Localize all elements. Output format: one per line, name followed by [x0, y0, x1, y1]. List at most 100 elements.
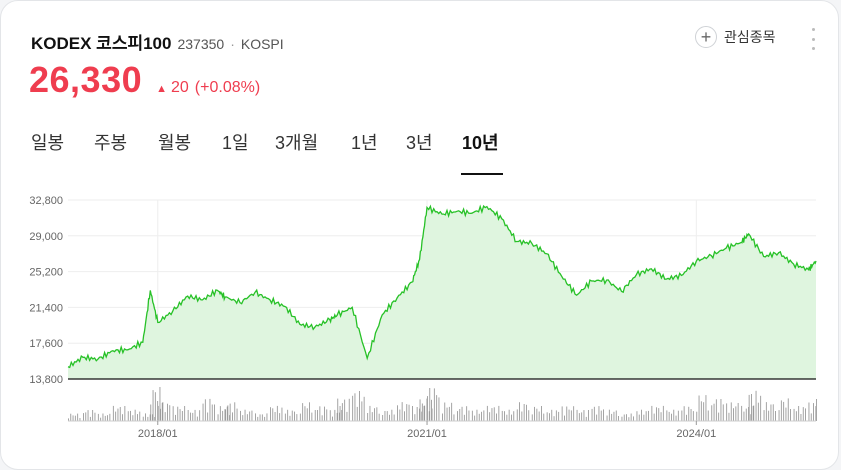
volume-bar — [356, 406, 358, 421]
stock-name[interactable]: KODEX 코스피100 — [31, 34, 172, 53]
volume-bar — [656, 407, 657, 421]
more-options-button[interactable] — [807, 28, 819, 50]
volume-bar — [461, 406, 463, 421]
more-vertical-icon — [811, 28, 815, 31]
volume-bar — [703, 402, 705, 421]
volume-bar — [743, 411, 745, 421]
volume-bar — [414, 414, 416, 421]
volume-bar — [798, 406, 800, 421]
volume-bar — [336, 412, 338, 421]
volume-bar — [150, 404, 152, 421]
volume-bar — [775, 411, 776, 421]
volume-bar — [603, 409, 604, 421]
volume-bar — [444, 402, 446, 421]
tab-3m[interactable]: 3개월 — [275, 133, 319, 153]
volume-bar — [154, 392, 156, 421]
volume-bar — [763, 410, 765, 421]
volume-bar — [705, 395, 707, 421]
volume-bar — [707, 410, 709, 421]
volume-bar — [130, 410, 131, 421]
volume-bar — [299, 413, 301, 421]
volume-bar — [279, 413, 281, 421]
volume-bar — [219, 406, 221, 421]
volume-bar — [199, 410, 201, 421]
volume-bar — [167, 403, 168, 421]
price-change: 20 — [171, 79, 189, 96]
volume-bar — [304, 406, 306, 421]
volume-bar — [242, 415, 244, 421]
volume-bar — [363, 396, 365, 421]
volume-bar — [107, 415, 108, 421]
add-watchlist-button[interactable]: + 관심종목 — [695, 26, 776, 48]
volume-bar — [102, 413, 104, 421]
tab-daily[interactable]: 일봉 — [31, 133, 65, 153]
volume-bar — [229, 403, 231, 421]
volume-bar — [196, 416, 198, 421]
volume-bar — [139, 411, 141, 421]
volume-bar — [711, 405, 713, 421]
tab-10y[interactable]: 10년 — [462, 133, 499, 153]
volume-bar — [608, 409, 610, 421]
volume-bar — [374, 408, 375, 421]
volume-bar — [741, 405, 743, 421]
volume-bar — [653, 413, 655, 421]
volume-bar — [780, 400, 782, 421]
volume-bar — [359, 391, 360, 421]
price-chart[interactable]: 32,800 29,000 25,200 21,400 17,600 13,800 2018… — [1, 181, 840, 451]
volume-bar — [621, 416, 623, 421]
volume-bar — [261, 414, 263, 421]
volume-bar — [70, 413, 72, 421]
volume-bar — [164, 412, 166, 421]
volume-bar — [568, 409, 570, 421]
volume-bar — [501, 410, 503, 421]
x-tick-label: 2021/01 — [407, 428, 447, 440]
volume-bar — [541, 406, 542, 421]
tab-monthly[interactable]: 월봉 — [158, 133, 192, 153]
volume-bar — [688, 406, 690, 421]
volume-bar — [192, 412, 194, 421]
volume-bar — [281, 407, 283, 421]
volume-bar — [207, 412, 209, 421]
tab-1y[interactable]: 1년 — [351, 133, 378, 153]
volume-bar — [581, 412, 583, 421]
volume-bar — [598, 406, 600, 421]
volume-bar — [255, 413, 256, 421]
volume-bar — [122, 414, 123, 421]
volume-bar — [79, 418, 81, 421]
volume-bar — [638, 414, 640, 421]
volume-bar — [378, 413, 380, 421]
volume-bar — [534, 406, 535, 421]
volume-bar — [526, 404, 527, 421]
volume-bar — [266, 413, 268, 421]
tab-weekly[interactable]: 주봉 — [94, 133, 128, 153]
volume-bar — [229, 415, 230, 421]
volume-bar — [157, 401, 159, 421]
volume-bar — [555, 410, 557, 421]
volume-bar — [226, 406, 228, 421]
volume-bar — [504, 411, 505, 421]
volume-bar — [737, 403, 739, 421]
tab-3y[interactable]: 3년 — [406, 133, 433, 153]
volume-bar — [249, 411, 251, 421]
y-tick-label: 25,200 — [29, 267, 63, 279]
volume-bar — [157, 405, 159, 421]
volume-bar — [302, 403, 304, 421]
volume-bar — [683, 406, 685, 421]
volume-bar — [142, 416, 144, 421]
volume-bar — [391, 409, 393, 421]
volume-bar — [531, 414, 533, 421]
volume-bar — [162, 402, 164, 421]
volume-bar — [181, 411, 183, 421]
volume-bar — [755, 390, 757, 421]
volume-bar — [424, 405, 426, 421]
volume-bar — [588, 410, 589, 421]
volume-bar — [184, 406, 186, 421]
volume-bar — [421, 411, 423, 421]
volume-bar — [457, 411, 458, 421]
volume-bar — [382, 415, 384, 421]
volume-bar — [715, 399, 717, 421]
volume-bar — [294, 411, 295, 421]
volume-bar — [232, 412, 233, 421]
tab-1d[interactable]: 1일 — [222, 133, 249, 153]
volume-bar — [648, 410, 649, 421]
